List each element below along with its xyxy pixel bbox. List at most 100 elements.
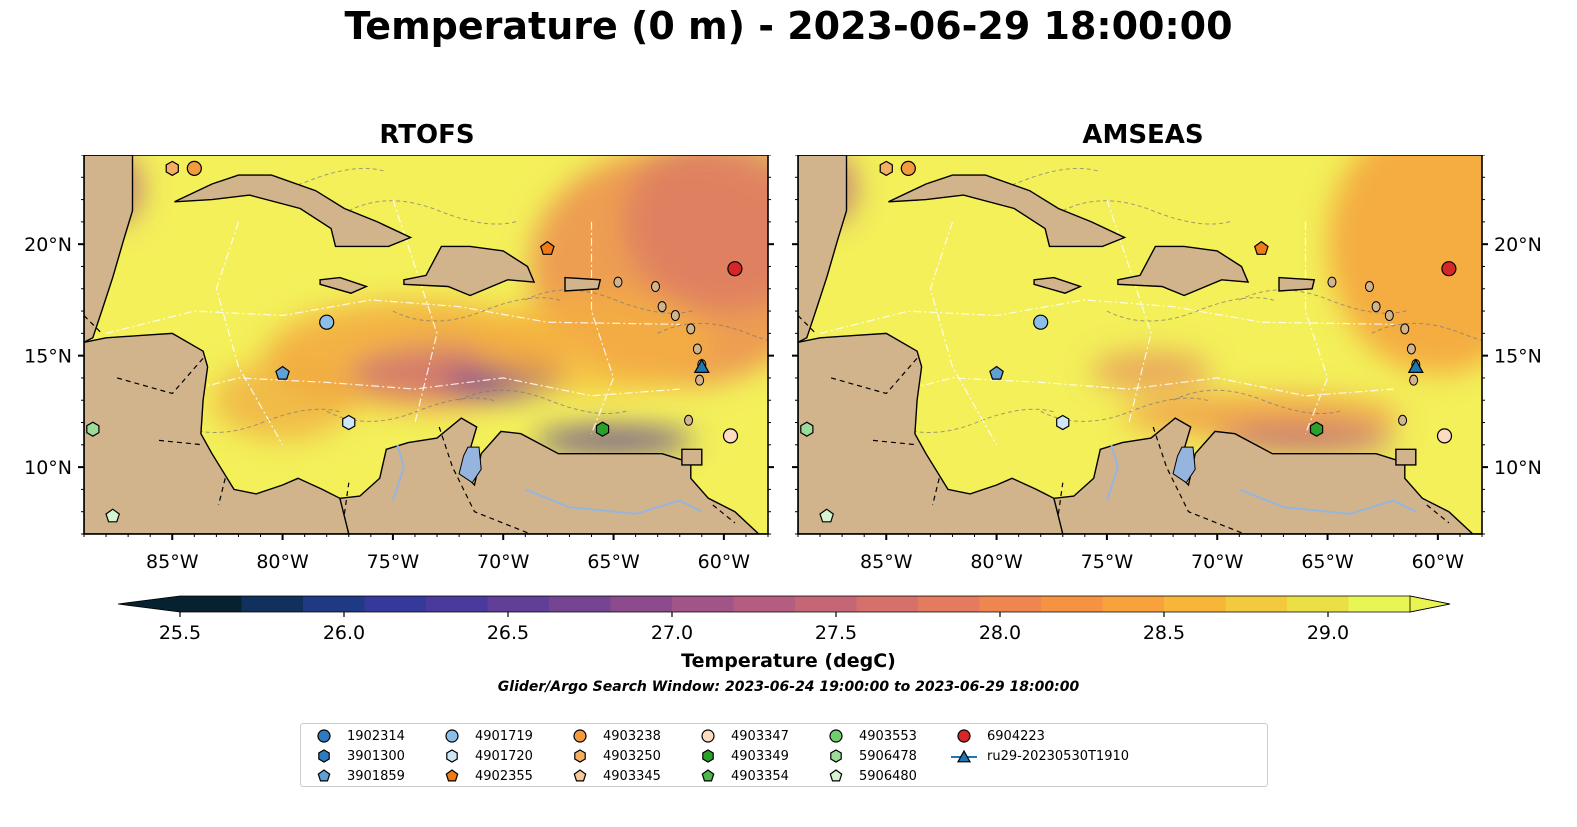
platform-5906480[interactable] — [105, 508, 121, 523]
platform-4901720[interactable] — [1056, 414, 1070, 431]
platform-legend: 1902314 3901300 3901859 4901719 4901720 49023… — [300, 723, 1268, 787]
lat-tick-label: 10°N — [24, 457, 72, 479]
legend-marker-icon — [701, 729, 715, 743]
legend-marker-icon — [830, 749, 842, 763]
legend-entry: 4903349 — [693, 746, 789, 766]
legend-entry: ru29-20230530T1910 — [949, 746, 1129, 766]
search-window-caption: Glider/Argo Search Window: 2023-06-24 19… — [497, 679, 1080, 695]
platform-4901719[interactable] — [1033, 314, 1049, 330]
platform-ru29-20230530T1910[interactable] — [1407, 358, 1424, 373]
legend-label: 4903349 — [731, 748, 789, 764]
panel-title-rtofs: RTOFS — [379, 120, 475, 150]
legend-marker-icon — [445, 769, 459, 782]
legend-label: 4902355 — [475, 768, 533, 784]
platform-6904223[interactable] — [727, 261, 743, 277]
legend-label: 4903250 — [603, 748, 661, 764]
land-hispaniola — [1117, 245, 1250, 297]
legend-label: 4901720 — [475, 748, 533, 764]
platform-4903349[interactable] — [595, 421, 610, 437]
legend-marker-icon — [573, 729, 587, 743]
lon-tick-label: 80°W — [970, 551, 1023, 573]
lat-tick-label: 15°N — [24, 346, 72, 368]
platform-4903347[interactable] — [722, 428, 739, 444]
colorbar-tick-label: 26.5 — [486, 622, 530, 644]
land-mexico — [798, 155, 848, 344]
legend-marker-icon — [446, 749, 458, 763]
lon-tick-label: 60°W — [698, 551, 751, 573]
colorbar-label: Temperature (degC) — [681, 650, 896, 672]
platform-4903238[interactable] — [186, 160, 202, 176]
platform-4903238[interactable] — [900, 160, 916, 176]
land-mexico — [84, 155, 134, 344]
platform-4903349[interactable] — [1309, 421, 1324, 437]
land-trinidad — [681, 448, 703, 466]
lat-tick-label: 15°N — [1494, 346, 1542, 368]
land-jamaica — [1033, 276, 1083, 294]
legend-entry: 4903354 — [693, 766, 789, 786]
lon-tick-label: 70°W — [477, 551, 530, 573]
legend-label: 3901300 — [347, 748, 405, 764]
colorbar — [117, 595, 1451, 617]
legend-entry: 5906480 — [821, 766, 917, 786]
lon-tick-label: 85°W — [146, 551, 199, 573]
panel-title-amseas: AMSEAS — [1082, 120, 1204, 150]
land-trinidad — [1395, 448, 1417, 466]
platform-5906478[interactable] — [86, 421, 100, 437]
lon-tick-label: 75°W — [1081, 551, 1134, 573]
map-panel-amseas: 85°W 80°W 75°W 70°W 65°W 60°W 20°N 15°N 10°N — [792, 155, 1542, 573]
map-frame — [83, 155, 769, 535]
land-puerto — [1278, 276, 1316, 292]
legend-entry: 4903238 — [565, 726, 661, 746]
legend-entry: 6904223 — [949, 726, 1045, 746]
legend-entry: 4903250 — [565, 746, 661, 766]
platform-4901720[interactable] — [342, 414, 356, 431]
legend-entry: 3901300 — [309, 746, 405, 766]
legend-entry: 4903347 — [693, 726, 789, 746]
lake-maracaibo — [458, 446, 482, 484]
platform-5906480[interactable] — [819, 508, 835, 523]
land-south — [1053, 417, 1482, 534]
legend-label: 1902314 — [347, 728, 405, 744]
legend-marker-icon — [318, 749, 330, 763]
platform-4903347[interactable] — [1436, 428, 1453, 444]
platform-4901719[interactable] — [319, 314, 335, 330]
colorbar-tick-label: 26.0 — [322, 622, 366, 644]
lat-tick-label: 10°N — [1494, 457, 1542, 479]
colorbar-tick-label: 28.5 — [1142, 622, 1186, 644]
legend-entry: 5906478 — [821, 746, 917, 766]
colorbar-tick-label: 27.5 — [814, 622, 858, 644]
figure-title: Temperature (0 m) - 2023-06-29 18:00:00 — [344, 4, 1233, 48]
legend-marker-icon — [317, 769, 331, 782]
land-cuba — [888, 174, 1127, 248]
lon-tick-label: 85°W — [860, 551, 913, 573]
platform-4902355[interactable] — [1253, 240, 1269, 255]
platform-3901859[interactable] — [275, 365, 290, 380]
platform-4902355[interactable] — [539, 240, 555, 255]
platform-4903250[interactable] — [165, 160, 179, 177]
platform-4903250[interactable] — [879, 160, 893, 177]
land-south — [339, 417, 768, 534]
legend-marker-icon — [829, 769, 843, 782]
lake-maracaibo — [1172, 446, 1196, 484]
colorbar-tick-label: 29.0 — [1306, 622, 1350, 644]
legend-label: 4903354 — [731, 768, 789, 784]
legend-marker-icon — [574, 749, 586, 763]
legend-label: 4903345 — [603, 768, 661, 784]
legend-entry: 4903345 — [565, 766, 661, 786]
platform-ru29-20230530T1910[interactable] — [693, 358, 710, 373]
colorbar-tick-label: 25.5 — [158, 622, 202, 644]
legend-marker-icon — [445, 729, 459, 743]
legend-marker-icon — [957, 729, 971, 743]
legend-entry: 1902314 — [309, 726, 405, 746]
lat-tick-label: 20°N — [24, 234, 72, 256]
lon-tick-label: 80°W — [256, 551, 309, 573]
colorbar-tick-label: 28.0 — [978, 622, 1022, 644]
platform-6904223[interactable] — [1441, 261, 1457, 277]
lon-tick-label: 65°W — [1301, 551, 1354, 573]
platform-5906478[interactable] — [800, 421, 814, 437]
platform-3901859[interactable] — [989, 365, 1004, 380]
legend-entry: 4902355 — [437, 766, 533, 786]
legend-marker-icon — [702, 749, 714, 763]
legend-label: 3901859 — [347, 768, 405, 784]
map-frame — [797, 155, 1483, 535]
